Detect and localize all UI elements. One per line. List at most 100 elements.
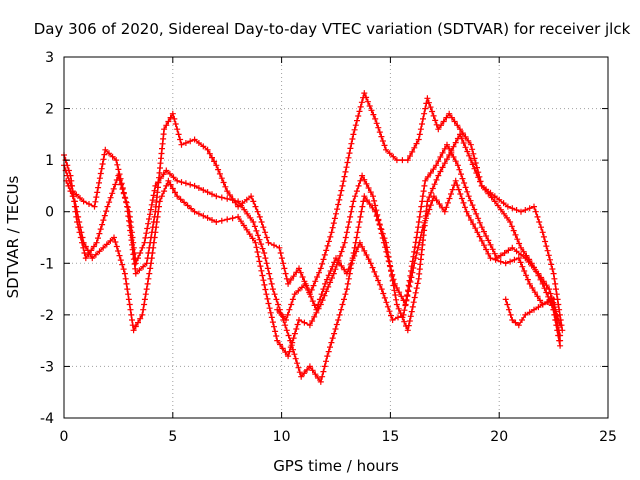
data-point — [209, 217, 215, 223]
data-point — [200, 212, 207, 219]
data-point — [349, 257, 356, 264]
data-point — [413, 140, 420, 147]
data-point — [262, 255, 269, 262]
data-point — [372, 202, 379, 209]
data-point — [378, 230, 385, 237]
data-point — [301, 370, 308, 377]
data-point — [272, 328, 279, 335]
data-point — [224, 216, 231, 223]
data-point — [363, 94, 370, 101]
data-point — [537, 297, 544, 304]
data-point — [107, 194, 114, 201]
data-point — [127, 232, 134, 239]
data-point — [206, 150, 213, 157]
data-point — [440, 118, 447, 125]
data-point — [280, 260, 287, 267]
data-point — [544, 299, 551, 305]
data-point — [488, 194, 495, 201]
data-point — [333, 210, 339, 217]
data-point — [405, 322, 412, 329]
data-point — [401, 318, 408, 325]
data-point — [415, 219, 422, 225]
data-point — [319, 373, 326, 380]
series-track-4 — [274, 177, 564, 344]
data-point — [505, 247, 512, 254]
data-point — [384, 303, 391, 310]
y-tick-label: 2 — [45, 102, 54, 118]
data-point — [483, 246, 490, 253]
data-point — [427, 104, 434, 111]
data-point — [110, 185, 117, 192]
data-point — [81, 250, 88, 256]
data-point — [448, 149, 455, 156]
data-point — [172, 121, 179, 127]
data-point — [171, 115, 178, 122]
data-point — [290, 335, 297, 342]
data-point — [262, 286, 269, 293]
data-point — [263, 291, 270, 298]
data-point — [545, 293, 552, 300]
data-point — [146, 244, 153, 251]
y-tick-label: 1 — [45, 153, 54, 169]
data-point — [339, 182, 346, 189]
data-point — [438, 122, 444, 129]
data-point — [101, 212, 108, 219]
data-point — [174, 193, 181, 200]
data-point — [325, 238, 332, 245]
plot-frame — [63, 56, 609, 419]
data-point — [288, 301, 295, 308]
data-point — [147, 265, 154, 272]
data-point — [411, 144, 418, 151]
data-point — [321, 251, 328, 258]
data-point — [249, 235, 256, 242]
data-point — [379, 235, 386, 241]
data-point — [340, 178, 347, 185]
data-point — [287, 277, 294, 283]
data-point — [247, 214, 254, 221]
data-point — [169, 185, 176, 192]
data-point — [166, 170, 173, 177]
data-point — [143, 260, 150, 267]
data-point — [507, 258, 514, 265]
data-point — [144, 280, 151, 287]
data-point — [441, 208, 448, 215]
data-point — [407, 153, 413, 159]
data-point — [113, 243, 120, 250]
data-point — [149, 224, 156, 231]
data-point — [437, 154, 444, 160]
data-point — [522, 255, 529, 262]
data-point — [444, 141, 450, 148]
data-point — [119, 185, 126, 191]
data-point — [549, 301, 556, 308]
data-point — [462, 184, 469, 191]
data-point — [489, 246, 496, 253]
data-point — [363, 180, 370, 187]
data-point — [483, 186, 490, 193]
data-point — [376, 129, 383, 136]
data-point — [235, 203, 242, 210]
data-point — [261, 250, 268, 256]
data-point — [76, 219, 83, 225]
data-point — [502, 296, 509, 303]
data-point — [420, 188, 427, 195]
data-point — [439, 164, 446, 171]
data-point — [274, 337, 281, 344]
data-point — [450, 143, 457, 150]
data-point — [86, 201, 92, 207]
data-point — [410, 299, 417, 306]
data-point — [188, 205, 195, 212]
data-point — [117, 257, 124, 264]
data-point — [129, 322, 136, 329]
data-point — [80, 198, 87, 205]
data-point — [366, 201, 373, 207]
data-point — [513, 248, 520, 255]
data-point — [298, 373, 305, 380]
data-point — [132, 323, 139, 330]
x-tick-label: 15 — [381, 429, 399, 445]
data-point — [100, 217, 107, 224]
data-point — [315, 301, 322, 308]
data-point — [141, 239, 148, 246]
data-point — [341, 239, 348, 246]
data-point — [465, 212, 472, 219]
data-point — [416, 131, 423, 138]
